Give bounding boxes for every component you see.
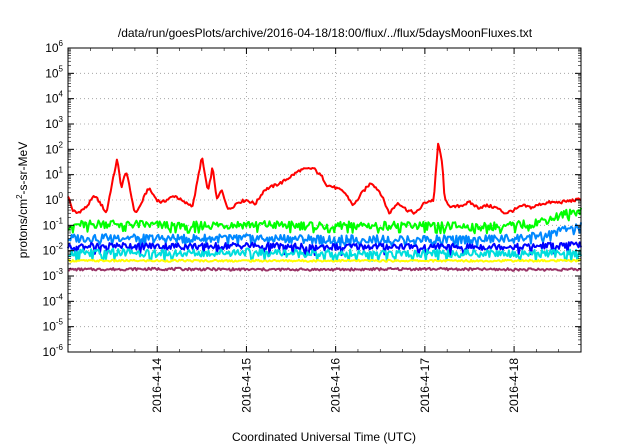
chart-title: /data/run/goesPlots/archive/2016-04-18/1… xyxy=(118,26,533,40)
y-tick-label: 100 xyxy=(45,191,63,207)
y-tick-label: 104 xyxy=(45,90,63,106)
y-tick-label: 10-6 xyxy=(43,343,64,359)
x-tick-label: 2016-4-14 xyxy=(150,358,164,413)
series-line xyxy=(68,266,582,272)
y-tick-label: 10-5 xyxy=(43,318,64,334)
series-line xyxy=(67,207,582,235)
y-tick-label: 10-4 xyxy=(43,292,64,308)
x-tick-label: 2016-4-17 xyxy=(418,358,432,413)
x-tick-label: 2016-4-16 xyxy=(329,358,343,413)
y-axis-label: protons/cm2-s-sr-MeV xyxy=(15,142,30,258)
series-line xyxy=(67,241,582,257)
x-axis-label: Coordinated Universal Time (UTC) xyxy=(232,430,416,444)
series-line xyxy=(67,142,582,215)
y-tick-label: 103 xyxy=(45,115,63,131)
x-tick-label: 2016-4-15 xyxy=(239,358,253,413)
x-tick-label: 2016-4-18 xyxy=(507,358,521,413)
y-tick-label: 10-1 xyxy=(43,216,64,232)
y-tick-label: 101 xyxy=(45,166,63,182)
plot-frame xyxy=(67,47,582,353)
series-line xyxy=(67,222,582,248)
y-tick-label: 106 xyxy=(45,39,63,55)
y-tick-label: 10-3 xyxy=(43,267,64,283)
y-tick-label: 10-2 xyxy=(43,242,64,258)
series-line xyxy=(67,258,582,263)
series-group xyxy=(67,142,582,272)
y-tick-label: 105 xyxy=(45,64,63,80)
y-tick-label: 102 xyxy=(45,140,63,156)
